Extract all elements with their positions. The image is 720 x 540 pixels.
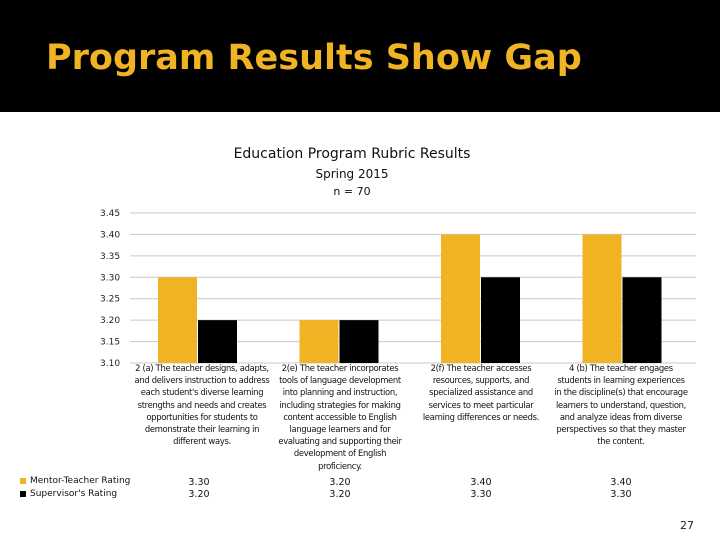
data-value: 3.30 (470, 489, 492, 500)
y-tick-label: 3.15 (100, 338, 120, 348)
chart-subtitle: Spring 2015 (315, 167, 389, 181)
data-value: 3.30 (610, 489, 632, 500)
bars (158, 234, 662, 363)
category-label: 4 (b) The teacher engages students in le… (554, 363, 688, 447)
slide-title: Program Results Show Gap (46, 38, 582, 78)
y-tick-labels: 3.10 3.15 3.20 3.25 3.30 3.35 3.40 3.45 (100, 209, 120, 369)
chart-sample-size: n = 70 (333, 185, 371, 198)
legend-swatch-supervisor (20, 490, 26, 497)
data-value: 3.20 (329, 477, 351, 488)
data-value: 3.30 (188, 477, 210, 488)
data-value: 3.40 (470, 477, 492, 488)
data-value: 3.20 (329, 489, 351, 500)
bar (299, 320, 339, 363)
data-value: 3.40 (610, 477, 632, 488)
bar (198, 320, 237, 363)
y-tick-label: 3.20 (100, 316, 120, 326)
category-label: 2(e) The teacher incorporates tools of l… (278, 363, 402, 471)
y-tick-label: 3.30 (100, 273, 120, 283)
y-tick-label: 3.45 (100, 209, 120, 219)
title-bar (0, 0, 720, 112)
legend-label: Mentor-Teacher Rating (30, 476, 131, 486)
y-tick-label: 3.25 (100, 295, 120, 305)
category-label: 2(f) The teacher accesses resources, sup… (422, 363, 540, 422)
bar (158, 277, 197, 363)
legend-swatch-mentor (20, 477, 26, 484)
y-tick-label: 3.40 (100, 230, 120, 240)
y-tick-label: 3.10 (100, 359, 120, 369)
page-number: 27 (680, 519, 694, 532)
category-label: 2 (a) The teacher designs, adapts, and d… (134, 363, 270, 447)
legend-item-mentor: Mentor-Teacher Rating (20, 476, 130, 486)
legend-item-supervisor: Supervisor's Rating (20, 489, 117, 499)
bar (622, 277, 662, 363)
y-tick-label: 3.35 (100, 252, 120, 262)
bar (481, 277, 520, 363)
legend-label: Supervisor's Rating (30, 489, 118, 499)
bar (339, 320, 379, 363)
bar (582, 234, 622, 363)
data-value: 3.20 (188, 489, 210, 500)
chart-title: Education Program Rubric Results (233, 146, 471, 162)
bar (441, 234, 480, 363)
